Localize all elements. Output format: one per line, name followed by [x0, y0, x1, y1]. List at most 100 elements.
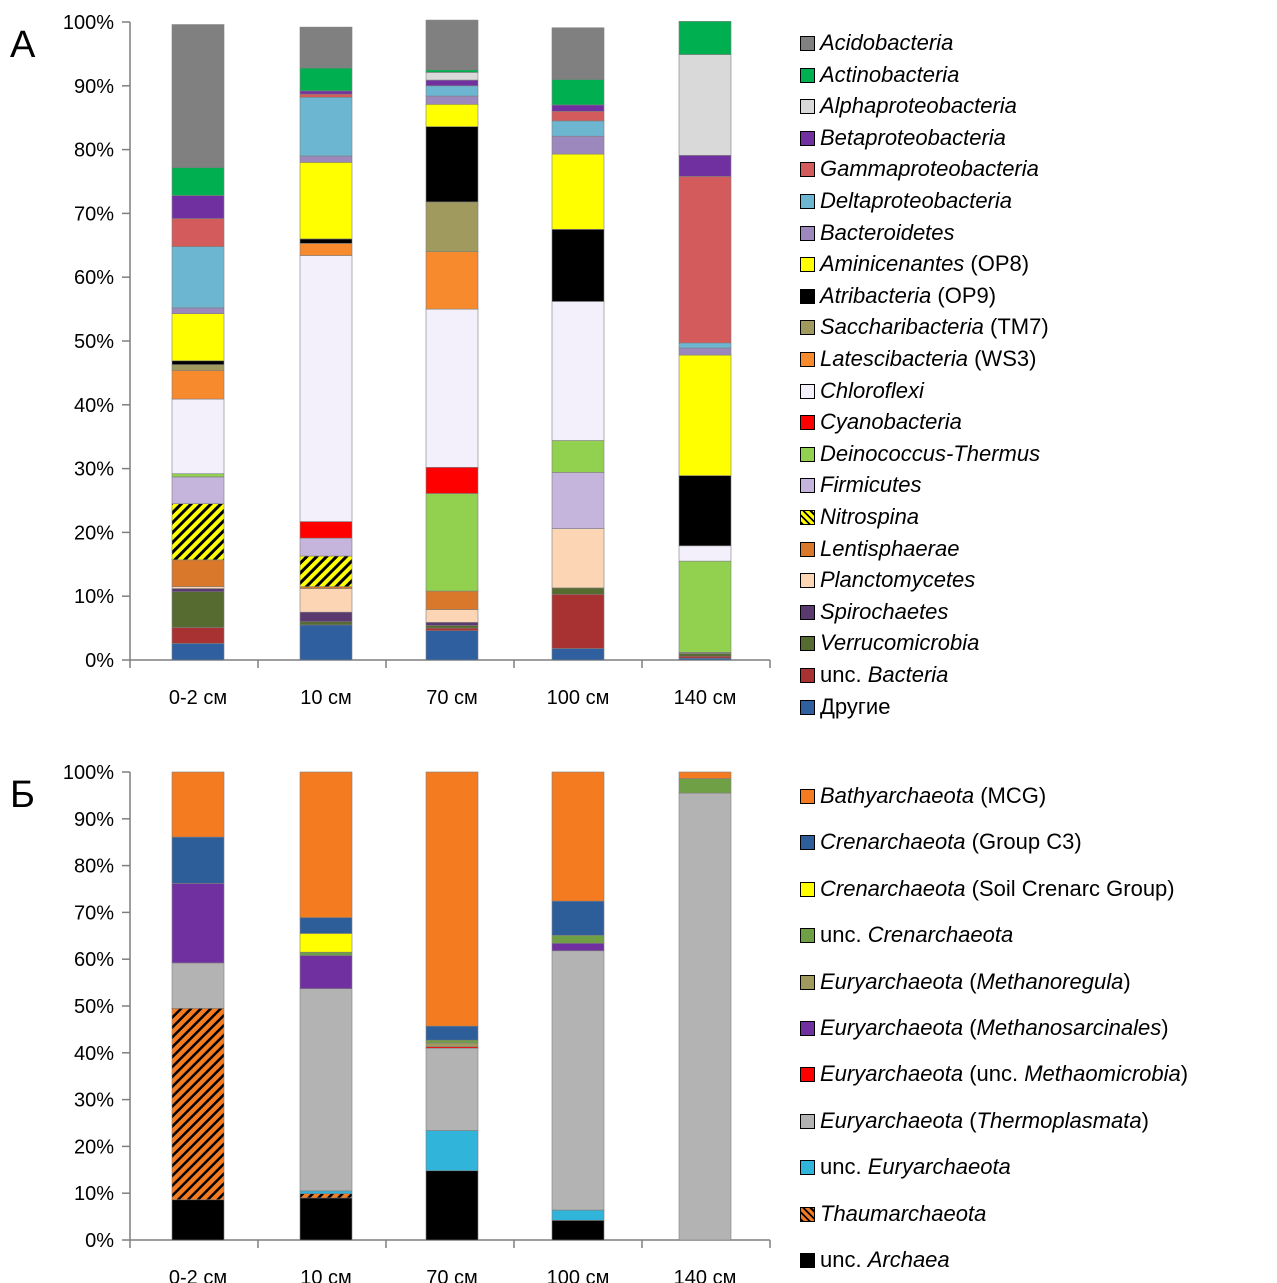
legend-label-part: Chloroflexi: [820, 377, 924, 403]
legend-label: Deltaproteobacteria: [820, 190, 1012, 212]
legend-label-part: Другие: [820, 693, 891, 719]
x-tick-label: 10 см: [300, 1267, 352, 1283]
legend-label: Bacteroidetes: [820, 221, 955, 244]
y-tick-label: 70%: [74, 902, 114, 924]
legend-label: Firmicutes: [820, 474, 921, 496]
legend-label: Atribacteria (OP9): [820, 282, 997, 308]
chart-b: 0% 10% 20% 30% 40% 50% 60% 70% 80% 90% 100% 0-2 см 1…: [63, 762, 771, 1283]
bar-segment: [678, 54, 732, 156]
x-tick-label: 140 см: [674, 687, 737, 709]
legend-label: Latescibacteria (WS3): [820, 348, 1036, 370]
legend-label-part: Nitrospina: [820, 504, 920, 529]
bar-segment: [551, 935, 605, 944]
legend-label-part: Planctomycetes: [820, 567, 976, 593]
bar-segment: [299, 1197, 353, 1241]
y-tick-label: 90%: [74, 76, 114, 98]
legend-label: Planctomycetes: [820, 569, 975, 591]
legend-label-part: (: [963, 1107, 977, 1133]
legend-swatch: [800, 1253, 815, 1268]
bar-segment: [299, 955, 353, 989]
bar-segment: [171, 627, 225, 644]
bar-segment: [551, 593, 605, 649]
y-tick-label: 10%: [74, 1183, 114, 1205]
bar-segment: [425, 622, 479, 626]
bar-segment: [678, 545, 732, 562]
legend-label-part: Actinobacteria: [820, 61, 960, 87]
bar-segment: [551, 1209, 605, 1221]
bar-segment: [299, 624, 353, 661]
x-tick-label: 0-2 см: [169, 687, 227, 709]
legend-label: Crenarchaeota (Group C3): [820, 831, 1082, 853]
bar-segment: [425, 1042, 479, 1048]
legend-label-part: (: [963, 1015, 977, 1040]
bar-segment: [551, 104, 605, 112]
bar-segment: [171, 364, 225, 371]
bar-segment: [299, 521, 353, 539]
legend-label-part: (Soil Crenarc Group): [965, 875, 1175, 901]
legend-swatch: [800, 789, 815, 804]
x-tick-label: 10 см: [300, 687, 352, 709]
legend-swatch: [800, 604, 815, 620]
bar-segment: [299, 988, 353, 1192]
bar-segment: [678, 792, 732, 1241]
legend-swatch: [800, 36, 815, 51]
bar-segment: [299, 96, 353, 157]
legend-label-part: ): [1161, 1015, 1169, 1040]
bar-segment: [171, 398, 225, 475]
bar-segment: [299, 93, 353, 98]
legend-label: Actinobacteria: [820, 61, 960, 87]
y-tick-label: 90%: [74, 809, 114, 831]
legend-label: Crenarchaeota (Soil Crenarc Group): [820, 875, 1175, 901]
legend-label-part: Saccharibacteria: [820, 314, 984, 340]
y-tick-label: 10%: [74, 586, 114, 608]
y-tick-label: 100%: [63, 762, 114, 784]
bar-segment: [299, 555, 353, 587]
legend-label-part: (Group C3): [965, 829, 1082, 855]
legend-label-part: unc.: [820, 662, 868, 687]
legend-swatch: [800, 320, 815, 336]
legend-label: unc. Euryarchaeota: [820, 1156, 1011, 1178]
bar-segment: [171, 167, 225, 196]
legend-swatch: [800, 288, 815, 304]
bar-segment: [425, 85, 479, 97]
y-tick-label: 20%: [74, 522, 114, 544]
legend-swatch: [800, 225, 815, 241]
legend-swatch: [800, 699, 815, 715]
legend-label: Другие: [820, 693, 891, 719]
bar-segment: [425, 95, 479, 105]
bar-segment: [551, 27, 605, 80]
legend-swatch: [800, 1067, 815, 1083]
legend-label-part: (OP9): [931, 282, 997, 308]
legend-label-part: Spirochaetes: [820, 598, 949, 624]
y-tick-label: 0%: [85, 650, 114, 672]
bar-segment: [425, 1025, 479, 1041]
bar-segment: [425, 79, 479, 87]
legend-label-part: Latescibacteria: [820, 346, 968, 371]
legend-label: Deinococcus-Thermus: [820, 442, 1040, 465]
bar-segment: [171, 476, 225, 504]
legend-label-part: (OP8): [964, 251, 1030, 277]
bar-segment: [678, 475, 732, 547]
bar-segment: [551, 472, 605, 529]
y-tick-label: 80%: [74, 856, 114, 878]
bar-segment: [171, 473, 225, 478]
bar-segment: [299, 238, 353, 244]
x-tick-label: 70 см: [426, 687, 478, 709]
legend-label-part: Atribacteria: [820, 282, 932, 308]
legend-swatch: [800, 881, 815, 897]
bar-segment: [551, 153, 605, 230]
bar-segment: [678, 21, 732, 55]
bar-segment: [171, 370, 225, 400]
bar-segment: [551, 79, 605, 106]
y-tick-label: 30%: [74, 1090, 114, 1112]
legend-swatch: [800, 668, 815, 683]
bar-segment: [678, 347, 732, 356]
bar-segment: [551, 135, 605, 155]
legend-label: Saccharibacteria (TM7): [820, 316, 1049, 338]
legend-label-part: Verrucomicrobia: [820, 630, 980, 656]
legend-label-part: Thaumarchaeota: [820, 1200, 987, 1226]
x-tick-label: 140 см: [674, 1267, 737, 1283]
y-tick-label: 30%: [74, 459, 114, 481]
bar-segment: [299, 155, 353, 163]
chart-a: 0% 10% 20% 30% 40% 50% 60% 70% 80% 90% 100% 0-2 см 1…: [63, 12, 771, 709]
